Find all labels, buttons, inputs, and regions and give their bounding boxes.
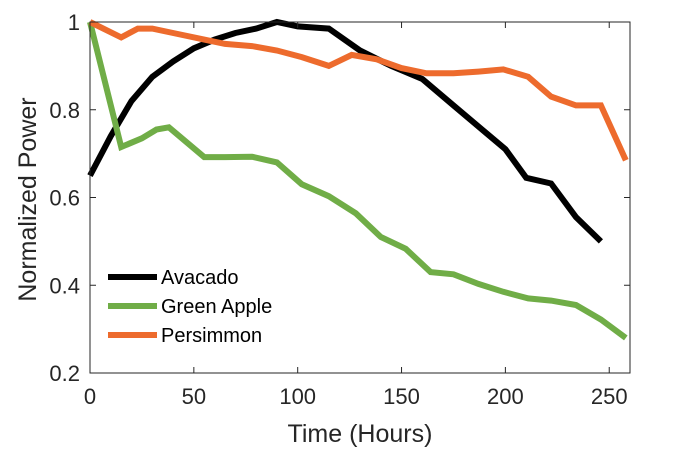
legend-label: Persimmon [161,325,262,347]
legend-label: Avacado [161,267,238,289]
x-tick-label: 50 [182,384,206,409]
x-tick-label: 200 [487,384,524,409]
y-tick-label: 0.8 [49,98,80,123]
y-axis-label: Normalized Power [14,97,42,301]
series-line-avacado [87,18,603,244]
y-tick-label: 0.4 [49,273,80,298]
legend-label: Green Apple [161,296,272,318]
series-line-persimmon [88,19,629,162]
series-layer [87,18,629,341]
x-tick-label: 0 [84,384,96,409]
x-tick-label: 250 [591,384,628,409]
ticks: 0 50 100 150 200 250 0.2 0.4 0.6 0.8 1 [49,10,630,409]
plot-area [90,22,630,373]
series-line-green-apple [87,21,628,341]
y-tick-label: 1 [68,10,80,35]
x-tick-label: 100 [279,384,316,409]
y-tick-label: 0.2 [49,361,80,386]
x-axis-label: Time (Hours) [288,420,433,448]
plot-background [90,22,630,373]
legend: Avacado Green Apple Persimmon [108,267,272,347]
y-tick-label: 0.6 [49,186,80,211]
x-tick-label: 150 [383,384,420,409]
